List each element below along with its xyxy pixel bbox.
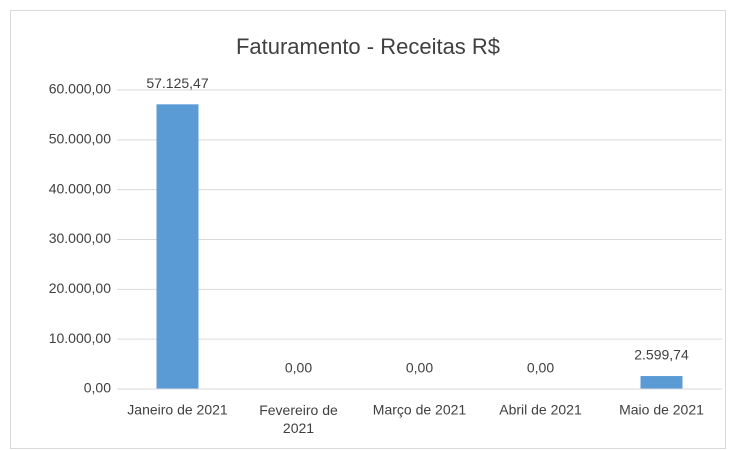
chart-border — [10, 10, 726, 449]
x-tick-label: Janeiro de 2021 — [127, 402, 228, 418]
y-tick-label: 40.000,00 — [49, 180, 111, 196]
data-label: 57.125,47 — [146, 75, 208, 91]
y-tick-label: 20.000,00 — [49, 280, 111, 296]
y-tick-label: 0,00 — [84, 380, 111, 396]
x-tick-label: Maio de 2021 — [619, 402, 704, 418]
y-tick-label: 50.000,00 — [49, 131, 111, 147]
y-tick-label: 60.000,00 — [49, 81, 111, 97]
data-label: 0,00 — [527, 360, 554, 376]
x-tick-label: Abril de 2021 — [499, 402, 582, 418]
x-tick-label: Fevereiro de 2021 — [259, 402, 338, 436]
data-label: 0,00 — [285, 360, 312, 376]
x-tick-label: Março de 2021 — [373, 402, 467, 418]
y-tick-label: 10.000,00 — [49, 330, 111, 346]
bar — [156, 104, 199, 389]
chart-title: Faturamento - Receitas R$ — [236, 34, 500, 59]
y-tick-label: 30.000,00 — [49, 230, 111, 246]
data-label: 0,00 — [406, 360, 433, 376]
bar — [640, 376, 683, 389]
data-label: 2.599,74 — [634, 347, 689, 363]
